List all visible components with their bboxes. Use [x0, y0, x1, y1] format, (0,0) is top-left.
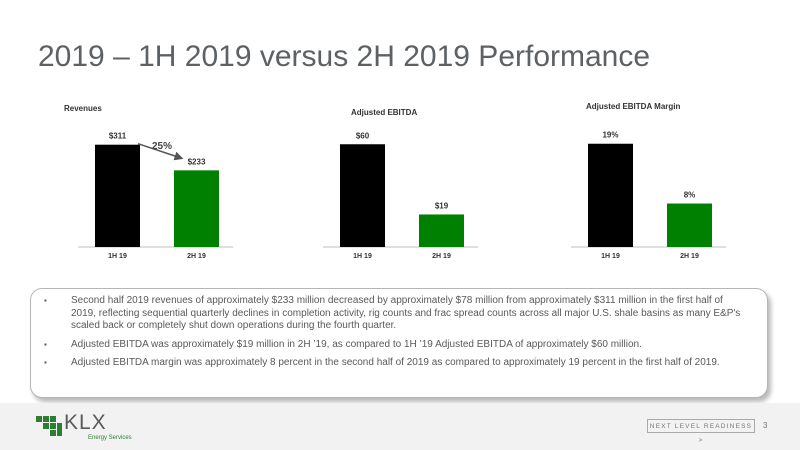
change-annotation: 25%	[152, 141, 172, 152]
change-arrow	[137, 142, 184, 161]
tick-label: 2H 19	[680, 253, 699, 260]
tick-label: 1H 19	[601, 253, 620, 260]
square-bullet-icon: ▪	[44, 358, 47, 367]
revenues-chart: Revenues $311 1H 19 $233 2H 19 25%	[64, 95, 285, 270]
adjusted-ebitda-chart: Adjusted EBITDA $60 1H 19 $19 2H 19	[320, 95, 530, 270]
footer-bar: KLX Energy Services	[0, 403, 800, 450]
bar-2h-19	[174, 170, 219, 247]
adjusted-ebitda-chart-svg: $60 1H 19 $19 2H 19	[323, 131, 478, 260]
logo-subtext: Energy Services	[88, 435, 132, 441]
bullet-text: Second half 2019 revenues of approximate…	[71, 295, 741, 331]
logo-wordmark: KLX	[64, 411, 107, 434]
summary-bullet-list: ▪ Second half 2019 revenues of approxima…	[44, 295, 745, 370]
data-label: $19	[435, 201, 449, 210]
tagline-badge: NEXT LEVEL READINESS >	[647, 419, 755, 444]
bullet-text: Adjusted EBITDA margin was approximately…	[71, 357, 720, 368]
bullet-item: ▪ Adjusted EBITDA margin was approximate…	[44, 357, 745, 370]
tick-label: 2H 19	[432, 253, 451, 260]
square-bullet-icon: ▪	[44, 339, 47, 349]
bar-1h-19	[588, 143, 633, 247]
square-bullet-icon: ▪	[44, 296, 47, 305]
summary-bullets-box: ▪ Second half 2019 revenues of approxima…	[30, 288, 768, 398]
bar-2h-19	[667, 203, 712, 247]
chart-title: Adjusted EBITDA	[351, 108, 418, 117]
bullet-item: ▪ Adjusted EBITDA was approximately $19 …	[44, 338, 745, 352]
revenues-chart-svg: $311 1H 19 $233 2H 19 25%	[78, 132, 233, 260]
bar-2h-19	[419, 214, 464, 247]
data-label: $311	[109, 132, 127, 141]
page-title: 2019 – 1H 2019 versus 2H 2019 Performanc…	[38, 40, 651, 73]
data-label: 8%	[684, 191, 696, 200]
tick-label: 1H 19	[353, 253, 372, 260]
bullet-item: ▪ Second half 2019 revenues of approxima…	[44, 295, 745, 333]
adjusted-ebitda-margin-chart: Adjusted EBITDA Margin 19% 1H 19 8% 2H 19	[568, 95, 778, 270]
data-label: $233	[188, 157, 206, 166]
klx-logo: KLX Energy Services	[36, 411, 136, 442]
bar-1h-19	[340, 144, 385, 247]
adjusted-ebitda-margin-chart-svg: 19% 1H 19 8% 2H 19	[571, 131, 726, 260]
data-label: 19%	[602, 131, 618, 140]
data-label: $60	[356, 131, 370, 140]
tick-label: 1H 19	[108, 253, 127, 260]
tick-label: 2H 19	[187, 253, 206, 260]
bullet-text: Adjusted EBITDA was approximately $19 mi…	[71, 338, 642, 350]
klx-logo-icon	[36, 416, 62, 436]
bar-1h-19	[95, 144, 140, 247]
page-number: 3	[763, 421, 768, 430]
chart-title: Revenues	[64, 104, 102, 113]
chart-title: Adjusted EBITDA Margin	[586, 102, 681, 111]
